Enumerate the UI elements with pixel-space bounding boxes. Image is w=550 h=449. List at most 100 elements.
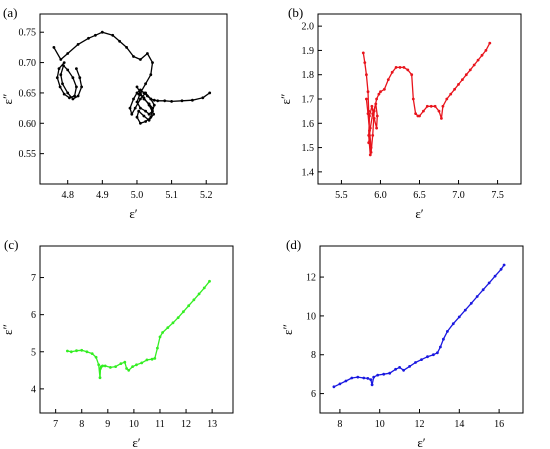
data-point — [75, 67, 78, 70]
x-tick-label: 7 — [53, 419, 58, 430]
x-axis-label: ε′ — [415, 206, 423, 221]
data-point — [368, 153, 372, 157]
data-point — [457, 83, 460, 86]
data-point — [410, 73, 414, 77]
x-tick-label: 10 — [375, 419, 385, 430]
series-line — [67, 280, 211, 379]
data-point — [208, 279, 211, 283]
data-point — [71, 76, 75, 80]
data-point — [139, 58, 142, 61]
data-point — [365, 97, 368, 101]
x-tick-label: 6.0 — [374, 190, 387, 201]
data-point — [73, 94, 76, 98]
y-tick-label: 1.5 — [302, 143, 315, 154]
data-point — [361, 51, 365, 55]
y-axis-label: ε″ — [280, 324, 295, 335]
data-point — [59, 58, 63, 61]
data-point — [142, 114, 146, 118]
data-point — [388, 371, 392, 375]
x-tick-label: 7.5 — [491, 190, 504, 201]
data-point — [469, 301, 473, 305]
data-point — [394, 367, 397, 371]
y-tick-label: 1.7 — [302, 95, 315, 106]
data-point — [132, 97, 135, 101]
data-point — [144, 82, 148, 86]
data-point — [437, 109, 441, 113]
data-point — [101, 364, 104, 368]
data-point — [57, 67, 61, 70]
x-tick-label: 13 — [207, 419, 217, 430]
data-point — [103, 364, 107, 368]
data-point — [135, 85, 139, 89]
data-point — [488, 41, 492, 45]
data-point — [368, 114, 371, 118]
data-point — [377, 92, 381, 96]
data-point — [453, 87, 456, 91]
data-point — [472, 63, 476, 67]
data-point — [144, 120, 148, 123]
data-point — [344, 379, 348, 383]
data-point — [139, 106, 142, 110]
data-point — [439, 345, 442, 349]
data-point — [442, 337, 445, 341]
data-point — [418, 114, 421, 118]
data-point — [375, 114, 379, 118]
data-point — [78, 76, 82, 80]
data-point — [202, 286, 206, 290]
data-point — [367, 141, 371, 145]
panel-label: (b) — [288, 5, 303, 20]
data-point — [398, 66, 402, 69]
data-point — [114, 365, 117, 368]
data-point — [367, 134, 371, 137]
data-point — [375, 97, 378, 101]
data-point — [484, 49, 488, 52]
data-point — [146, 52, 149, 55]
data-point — [374, 102, 378, 106]
y-tick-label: 10 — [306, 311, 316, 322]
data-point — [170, 100, 174, 103]
data-point — [366, 90, 370, 94]
data-point — [66, 52, 70, 55]
data-point — [493, 274, 497, 278]
data-point — [171, 321, 175, 325]
y-tick-label: 4 — [31, 384, 36, 395]
x-tick-label: 14 — [454, 419, 464, 430]
panel-b: (b) 5.5 6.0 6.5 7.0 7.5 1.4 1.5 1.6 1.7 1.8 1.9 2.0 ε… — [278, 5, 522, 221]
y-tick-label: 6 — [31, 310, 36, 321]
data-point — [163, 99, 167, 103]
data-point — [80, 85, 83, 89]
series-line — [362, 42, 491, 154]
y-tick-label: 1.6 — [302, 119, 315, 130]
data-point — [150, 357, 154, 361]
x-tick-label: 5.5 — [335, 190, 348, 201]
data-point — [62, 61, 66, 64]
data-point — [137, 109, 141, 113]
x-tick-label: 5.2 — [200, 190, 213, 201]
data-point — [487, 281, 491, 285]
data-point — [480, 53, 484, 57]
data-point — [197, 292, 201, 296]
data-point — [370, 104, 374, 108]
data-point — [370, 383, 374, 387]
data-point — [356, 375, 360, 379]
data-point — [481, 288, 485, 292]
data-point — [62, 64, 65, 67]
y-axis-label: ε″ — [0, 324, 15, 335]
data-point — [440, 117, 443, 120]
panel-label: (a) — [3, 5, 17, 20]
data-point — [135, 363, 138, 367]
y-tick-label: 2.0 — [302, 22, 315, 33]
data-point — [139, 121, 142, 125]
panel-label: (d) — [286, 237, 301, 252]
data-point — [475, 295, 479, 298]
data-point — [109, 366, 112, 369]
data-point — [58, 85, 62, 89]
y-tick-label: 5 — [31, 347, 36, 358]
data-point — [176, 316, 180, 319]
data-point — [147, 103, 151, 107]
data-point — [192, 298, 196, 302]
data-point — [425, 104, 429, 108]
data-point — [394, 66, 398, 69]
panel-d: (d) 8 10 12 14 16 6 8 10 12 ε′ ε″ — [280, 237, 524, 449]
data-point — [125, 46, 128, 49]
